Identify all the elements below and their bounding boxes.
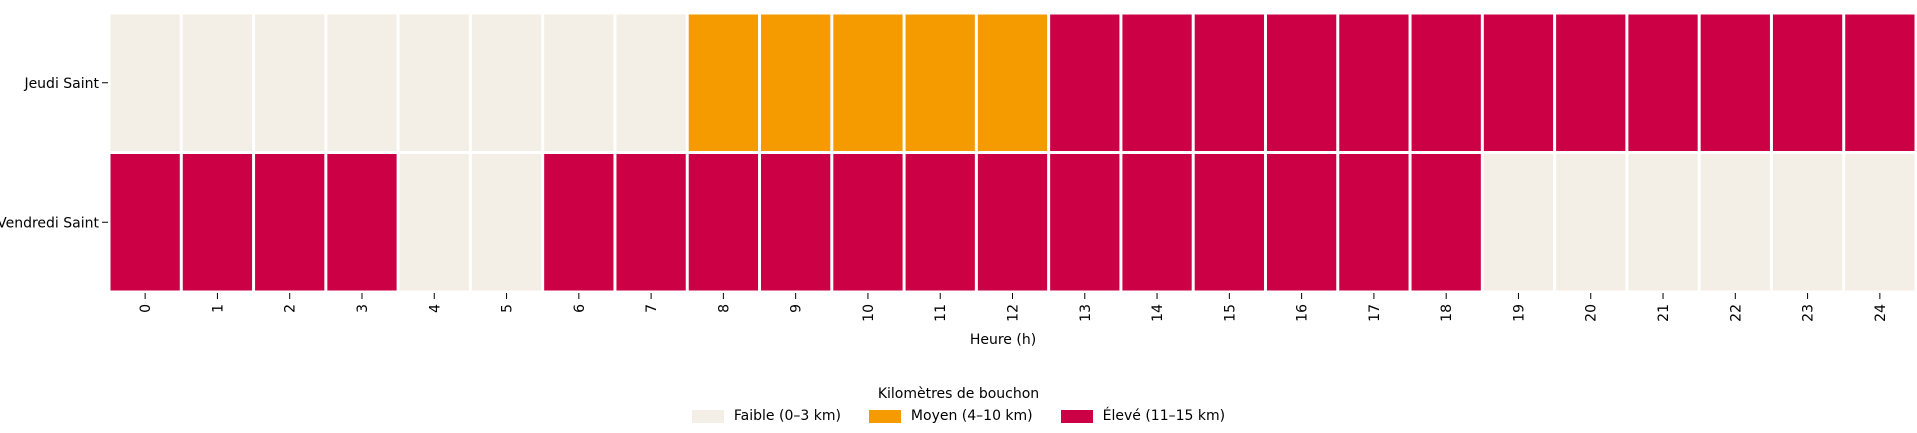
heatmap-cell [1700, 154, 1770, 291]
x-tick-label: 12 [1006, 304, 1022, 322]
heatmap-cell [110, 154, 180, 291]
y-tick-label: Jeudi Saint [23, 76, 99, 92]
heatmap-cell [255, 14, 325, 151]
heatmap-cell [1339, 154, 1409, 291]
heatmap-cell [616, 154, 686, 291]
heatmap-cell [471, 154, 542, 291]
x-tick-label: 21 [1656, 304, 1672, 322]
heatmap-cell [688, 14, 759, 151]
heatmap-cell [1483, 14, 1554, 151]
x-tick-label: 19 [1511, 304, 1527, 322]
x-tick-label: 14 [1150, 304, 1166, 322]
heatmap-cell [1411, 154, 1481, 291]
heatmap-cell [1628, 154, 1698, 291]
heatmap-cell [905, 154, 975, 291]
heatmap-cell [761, 14, 831, 151]
heatmap-cell [544, 154, 614, 291]
x-tick-label: 5 [500, 304, 516, 313]
heatmap-cell [399, 14, 469, 151]
heatmap-cell [471, 14, 542, 151]
heatmap-cell [1556, 154, 1626, 291]
heatmap-cell [688, 154, 759, 291]
heatmap-cell [1772, 154, 1843, 291]
x-tick-label: 13 [1078, 304, 1094, 322]
heatmap-cell [1050, 14, 1120, 151]
x-tick-label: 23 [1801, 304, 1817, 322]
x-tick-label: 4 [427, 304, 443, 313]
x-tick-label: 7 [644, 304, 660, 313]
legend-swatch-eleve [1060, 409, 1093, 423]
heatmap-cell [616, 14, 686, 151]
legend-label-eleve: Élevé (11–15 km) [1102, 408, 1226, 424]
legend-label-moyen: Moyen (4–10 km) [910, 408, 1033, 424]
heatmap-cell [1628, 14, 1698, 151]
x-tick-label: 17 [1367, 304, 1383, 322]
x-tick-label: 20 [1584, 304, 1600, 322]
x-tick-label: 24 [1873, 304, 1889, 322]
heatmap-cell [182, 154, 253, 291]
heatmap-cell [1845, 14, 1915, 151]
x-tick-label: 22 [1728, 304, 1744, 322]
x-tick-label: 1 [210, 304, 226, 313]
heatmap-cell [255, 154, 325, 291]
heatmap-cell [1556, 14, 1626, 151]
legend: Faible (0–3 km) Moyen (4–10 km) Élevé (1… [0, 408, 1917, 424]
heatmap-cell [327, 14, 397, 151]
heatmap-cell [977, 14, 1048, 151]
heatmap-cell [1194, 14, 1264, 151]
legend-item-faible: Faible (0–3 km) [691, 408, 841, 424]
heatmap-cell [1050, 154, 1120, 291]
x-tick-label: 9 [789, 304, 805, 313]
heatmap-cell [1845, 154, 1915, 291]
heatmap-cell [182, 14, 253, 151]
x-tick-label: 8 [716, 304, 732, 313]
heatmap-cell [1411, 14, 1481, 151]
x-tick-label: 2 [283, 304, 299, 313]
heatmap-cell [327, 154, 397, 291]
heatmap-cell [110, 14, 180, 151]
x-tick-label: 11 [933, 304, 949, 322]
heatmap-cell [1266, 14, 1337, 151]
heatmap-cell [977, 154, 1048, 291]
legend-swatch-faible [691, 409, 724, 423]
heatmap-cell [833, 154, 903, 291]
heatmap-cell [1483, 154, 1554, 291]
x-tick-label: 0 [138, 304, 154, 313]
legend-title: Kilomètres de bouchon [877, 386, 1040, 402]
heatmap-cell [544, 14, 614, 151]
x-tick-label: 6 [572, 304, 588, 313]
heatmap-cell [833, 14, 903, 151]
legend-item-moyen: Moyen (4–10 km) [868, 408, 1033, 424]
heatmap-cell [1700, 14, 1770, 151]
legend-label-faible: Faible (0–3 km) [733, 408, 841, 424]
legend-item-eleve: Élevé (11–15 km) [1060, 408, 1226, 424]
heatmap-cell [399, 154, 469, 291]
x-axis-label: Heure (h) [969, 332, 1037, 348]
heatmap-cell [1122, 154, 1192, 291]
x-tick-label: 15 [1222, 304, 1238, 322]
x-tick-label: 16 [1295, 304, 1311, 322]
x-tick-label: 18 [1439, 304, 1455, 322]
heatmap-cell [1339, 14, 1409, 151]
heatmap-cell [905, 14, 975, 151]
heatmap-cell [1194, 154, 1264, 291]
heatmap-cell [761, 154, 831, 291]
heatmap-cell [1772, 14, 1843, 151]
legend-swatch-moyen [868, 409, 901, 423]
x-tick-label: 10 [861, 304, 877, 322]
y-tick-label: Vendredi Saint [0, 215, 100, 231]
heatmap-cell [1122, 14, 1192, 151]
x-tick-label: 3 [355, 304, 371, 313]
heatmap-cell [1266, 154, 1337, 291]
